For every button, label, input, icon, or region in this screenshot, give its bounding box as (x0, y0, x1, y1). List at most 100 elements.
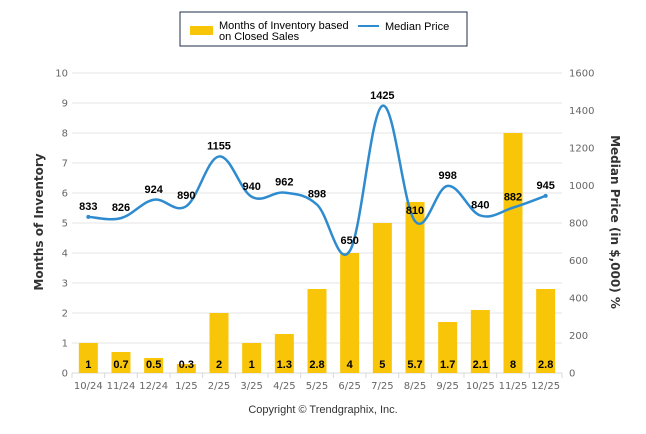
y-axis-left-ticks: 0 1 2 3 4 5 6 7 8 9 10 (55, 69, 68, 380)
line-value-label: 998 (438, 170, 456, 182)
y-axis-right-ticks: 0 200 400 600 800 1000 1200 1400 1600 (569, 69, 594, 380)
y2-tick-label: 1400 (569, 106, 594, 117)
x-tick-label: 8/25 (404, 381, 426, 392)
bar (405, 202, 425, 373)
legend-label-inventory-2: on Closed Sales (219, 31, 300, 43)
bar (503, 133, 523, 373)
bar (242, 343, 262, 373)
x-tick-label: 10/25 (466, 381, 495, 392)
y-tick-label: 10 (55, 69, 68, 80)
y-tick-label: 2 (62, 309, 68, 320)
bar (209, 313, 229, 373)
line-value-label: 826 (112, 202, 130, 214)
line-data-labels: 833 826 924 890 1155 940 962 898 650 1425 810 998 84… (79, 90, 555, 247)
y-tick-label: 1 (62, 339, 68, 350)
line-end-point (543, 193, 548, 198)
y-tick-label: 7 (62, 159, 68, 170)
y-tick-label: 5 (62, 219, 68, 230)
legend-swatch-inventory (190, 26, 213, 35)
bar-value-label: 0.5 (146, 359, 161, 371)
bar-value-label: 1 (85, 359, 91, 371)
bar (111, 352, 131, 373)
bar-value-label: 2.1 (473, 359, 488, 371)
bar-value-label: 1.3 (277, 359, 292, 371)
line-start-point (86, 214, 91, 219)
legend-label-inventory-1: Months of Inventory based (219, 20, 349, 32)
x-tick-label: 6/25 (338, 381, 360, 392)
line-series (86, 104, 548, 256)
bar-data-labels: 1 0.7 0.5 0.3 2 1 1.3 2.8 4 5 5.7 1.7 2.1 8 2.8 (85, 359, 553, 371)
legend-box (179, 11, 468, 47)
bar (307, 289, 327, 373)
bar-value-label: 2.8 (538, 359, 553, 371)
bar-value-label: 0.3 (179, 359, 194, 371)
y-tick-label: 3 (62, 279, 68, 290)
x-tick-label: 2/25 (208, 381, 230, 392)
x-tick-label: 7/25 (371, 381, 393, 392)
bar (78, 343, 98, 373)
legend-label-median-price: Median Price (385, 21, 449, 33)
y2-tick-label: 1000 (569, 181, 594, 192)
line-value-label: 810 (406, 205, 424, 217)
y-tick-label: 4 (62, 249, 68, 260)
y-axis-right-title: Median Price (in $,000) % (608, 135, 622, 309)
line-value-label: 945 (536, 180, 554, 192)
bar (144, 358, 164, 373)
bar-value-label: 2.8 (309, 359, 324, 371)
y2-tick-label: 0 (569, 369, 575, 380)
bar (340, 253, 360, 373)
line-value-label: 650 (340, 235, 358, 247)
x-tick-label: 4/25 (273, 381, 295, 392)
y2-tick-label: 200 (569, 331, 588, 342)
line-value-label: 924 (144, 184, 163, 196)
x-tick-label: 11/24 (107, 381, 136, 392)
bar (274, 334, 294, 373)
y2-tick-label: 600 (569, 256, 588, 267)
y-tick-label: 6 (62, 189, 68, 200)
y-axis-left-title: Months of Inventory (32, 153, 46, 290)
line-value-label: 840 (471, 200, 489, 212)
y2-tick-label: 800 (569, 219, 588, 230)
bar-value-label: 8 (510, 359, 516, 371)
line-value-label: 898 (308, 189, 326, 201)
x-axis-ticks: 10/24 11/24 12/24 1/25 2/25 3/25 4/25 5/25 6/25 7… (71, 373, 563, 392)
bar-series (78, 133, 556, 373)
copyright-text: Copyright © Trendgraphix, Inc. (248, 404, 397, 416)
x-tick-label: 9/25 (436, 381, 458, 392)
line-value-label: 1425 (370, 90, 394, 102)
line-value-label: 882 (504, 192, 522, 204)
line-value-label: 1155 (207, 140, 231, 152)
x-tick-label: 1/25 (175, 381, 197, 392)
x-tick-label: 5/25 (306, 381, 328, 392)
line-value-label: 962 (275, 177, 293, 189)
legend: Months of Inventory based on Closed Sale… (179, 11, 468, 47)
bar-value-label: 5.7 (407, 359, 422, 371)
x-tick-label: 11/25 (499, 381, 528, 392)
bar-value-label: 5 (379, 359, 385, 371)
bar-value-label: 4 (347, 359, 354, 371)
bar-value-label: 0.7 (113, 359, 128, 371)
y2-tick-label: 1200 (569, 144, 594, 155)
bar (176, 364, 196, 373)
bar (470, 310, 490, 373)
bar (438, 322, 458, 373)
y2-tick-label: 400 (569, 294, 588, 305)
bar-value-label: 1.7 (440, 359, 455, 371)
x-tick-label: 3/25 (240, 381, 262, 392)
median-price-line (88, 104, 547, 256)
line-value-label: 833 (79, 201, 97, 213)
bar-value-label: 2 (216, 359, 222, 371)
line-value-label: 940 (242, 181, 260, 193)
bar-value-label: 1 (249, 359, 255, 371)
y-tick-label: 9 (62, 99, 68, 110)
bar (372, 223, 392, 373)
y2-tick-label: 1600 (569, 69, 594, 80)
bar (536, 289, 556, 373)
x-tick-label: 12/24 (139, 381, 168, 392)
y-tick-label: 8 (62, 129, 68, 140)
x-tick-label: 12/25 (531, 381, 560, 392)
line-value-label: 890 (177, 190, 195, 202)
y-tick-label: 0 (62, 369, 68, 380)
x-tick-label: 10/24 (74, 381, 103, 392)
